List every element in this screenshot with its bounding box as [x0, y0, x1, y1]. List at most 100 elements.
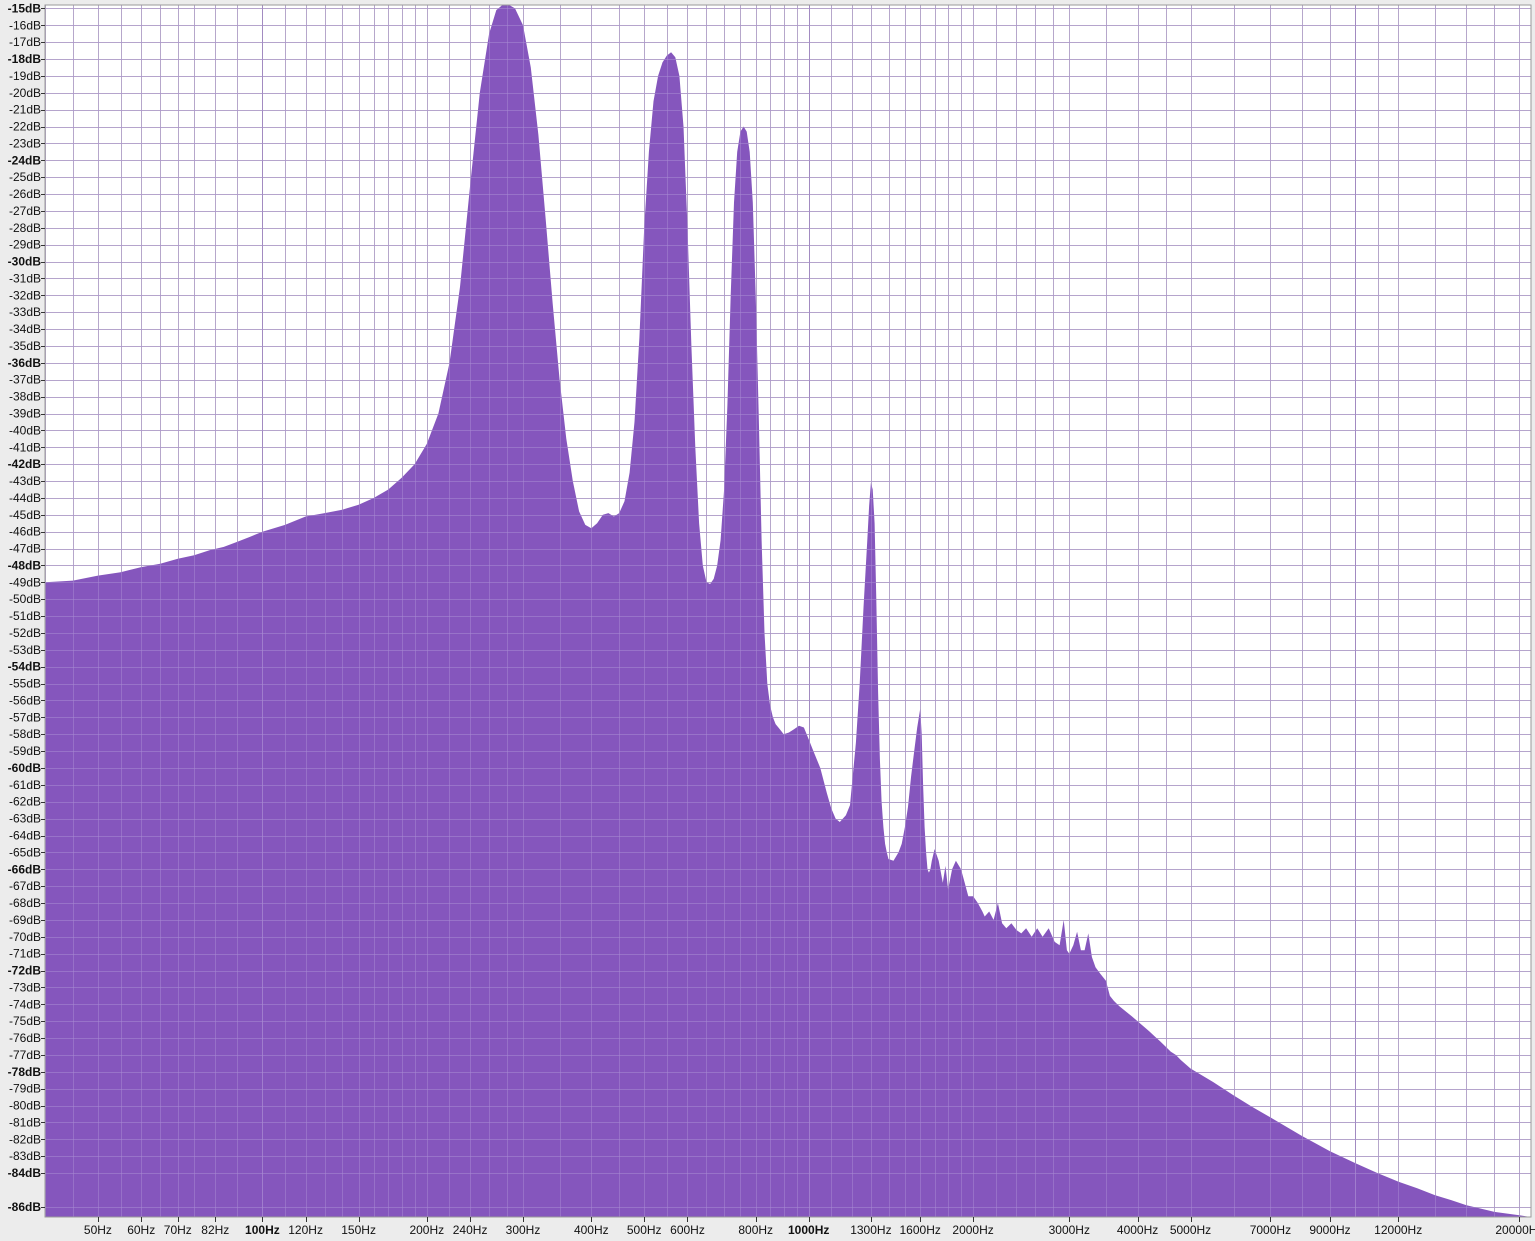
- y-tick-label: -48dB: [8, 558, 42, 572]
- y-tick-label: -80dB: [9, 1099, 41, 1113]
- y-tick-label: -54dB: [8, 660, 42, 674]
- y-tick-label: -29dB: [9, 238, 41, 252]
- y-tick-label: -55dB: [9, 677, 41, 691]
- y-tick-label: -53dB: [9, 643, 41, 657]
- x-tick-label: 500Hz: [627, 1223, 662, 1237]
- y-tick-label: -46dB: [9, 525, 41, 539]
- y-tick-label: -71dB: [9, 947, 41, 961]
- x-tick-label: 240Hz: [453, 1223, 488, 1237]
- y-tick-label: -24dB: [8, 153, 42, 167]
- y-tick-label: -50dB: [9, 592, 41, 606]
- y-axis-labels: -15dB -16dB -17dB -18dB -19dB -20dB -21dB -22dB…: [8, 1, 45, 1214]
- y-tick-label: -22dB: [9, 120, 41, 134]
- y-tick-label: -52dB: [9, 626, 41, 640]
- y-tick-label: -20dB: [9, 86, 41, 100]
- x-tick-label: 150Hz: [341, 1223, 376, 1237]
- y-tick-label: -81dB: [9, 1116, 41, 1130]
- y-tick-label: -60dB: [8, 761, 42, 775]
- x-tick-label: 5000Hz: [1170, 1223, 1211, 1237]
- y-tick-label: -63dB: [9, 812, 41, 826]
- y-tick-label: -34dB: [9, 322, 41, 336]
- y-tick-label: -41dB: [9, 440, 41, 454]
- x-tick-label: 400Hz: [574, 1223, 609, 1237]
- y-tick-label: -61dB: [9, 778, 41, 792]
- x-tick-label: 70Hz: [164, 1223, 192, 1237]
- spectrum-area: [45, 5, 1531, 1217]
- y-tick-label: -18dB: [8, 52, 42, 66]
- y-tick-label: -31dB: [9, 272, 41, 286]
- x-tick-label: 2000Hz: [952, 1223, 993, 1237]
- x-tick-label: 300Hz: [506, 1223, 541, 1237]
- y-tick-label: -27dB: [9, 204, 41, 218]
- horizontal-grid-overlay: [45, 5, 1531, 1217]
- y-tick-label: -26dB: [9, 187, 41, 201]
- y-tick-label: -44dB: [9, 491, 41, 505]
- x-tick-label: 4000Hz: [1117, 1223, 1158, 1237]
- y-tick-label: -70dB: [9, 930, 41, 944]
- x-tick-label: 7000Hz: [1250, 1223, 1291, 1237]
- y-tick-label: -73dB: [9, 980, 41, 994]
- x-tick-label: 120Hz: [288, 1223, 323, 1237]
- y-tick-label: -17dB: [9, 35, 41, 49]
- y-tick-label: -77dB: [9, 1048, 41, 1062]
- y-tick-label: -83dB: [9, 1149, 41, 1163]
- y-tick-label: -51dB: [9, 609, 41, 623]
- y-tick-label: -64dB: [9, 829, 41, 843]
- y-tick-label: -59dB: [9, 744, 41, 758]
- y-tick-label: -58dB: [9, 727, 41, 741]
- y-tick-label: -23dB: [9, 136, 41, 150]
- y-tick-label: -36dB: [8, 356, 42, 370]
- y-tick-label: -65dB: [9, 845, 41, 859]
- y-tick-label: -76dB: [9, 1031, 41, 1045]
- y-tick-label: -35dB: [9, 339, 41, 353]
- y-tick-label: -21dB: [9, 103, 41, 117]
- y-tick-label: -82dB: [9, 1132, 41, 1146]
- x-tick-label: 12000Hz: [1374, 1223, 1422, 1237]
- y-tick-label: -43dB: [9, 474, 41, 488]
- y-tick-label: -67dB: [9, 879, 41, 893]
- y-tick-label: -45dB: [9, 508, 41, 522]
- x-tick-label: 200Hz: [409, 1223, 444, 1237]
- y-tick-label: -32dB: [9, 288, 41, 302]
- x-axis-labels: 50Hz 60Hz 70Hz 82Hz 100Hz 120Hz 150Hz 200Hz 240H…: [84, 1217, 1535, 1237]
- y-tick-label: -78dB: [8, 1065, 42, 1079]
- y-tick-label: -86dB: [8, 1200, 42, 1214]
- y-tick-label: -74dB: [9, 997, 41, 1011]
- x-tick-label: 3000Hz: [1049, 1223, 1090, 1237]
- y-tick-label: -57dB: [9, 710, 41, 724]
- x-tick-label: 100Hz: [245, 1223, 280, 1237]
- x-tick-label: 1000Hz: [788, 1223, 829, 1237]
- y-tick-label: -15dB: [8, 1, 42, 15]
- y-tick-label: -38dB: [9, 390, 41, 404]
- y-tick-label: -84dB: [8, 1166, 42, 1180]
- y-tick-label: -25dB: [9, 170, 41, 184]
- y-tick-label: -33dB: [9, 305, 41, 319]
- y-tick-label: -40dB: [9, 423, 41, 437]
- y-tick-label: -75dB: [9, 1014, 41, 1028]
- y-tick-label: -49dB: [9, 575, 41, 589]
- y-tick-label: -66dB: [8, 862, 42, 876]
- y-tick-label: -37dB: [9, 373, 41, 387]
- y-tick-label: -47dB: [9, 542, 41, 556]
- x-tick-label: 1600Hz: [900, 1223, 941, 1237]
- x-tick-label: 800Hz: [738, 1223, 773, 1237]
- y-tick-label: -39dB: [9, 407, 41, 421]
- y-tick-label: -69dB: [9, 913, 41, 927]
- y-tick-label: -68dB: [9, 896, 41, 910]
- y-tick-label: -16dB: [9, 18, 41, 32]
- x-tick-label: 20000Hz: [1495, 1223, 1535, 1237]
- x-tick-label: 9000Hz: [1309, 1223, 1350, 1237]
- x-tick-label: 50Hz: [84, 1223, 112, 1237]
- plot-frame: [44, 4, 1532, 1218]
- y-tick-label: -19dB: [9, 69, 41, 83]
- x-tick-label: 60Hz: [127, 1223, 155, 1237]
- y-tick-label: -56dB: [9, 694, 41, 708]
- x-tick-label: 82Hz: [201, 1223, 229, 1237]
- y-tick-label: -62dB: [9, 795, 41, 809]
- x-tick-label: 600Hz: [670, 1223, 705, 1237]
- y-tick-label: -28dB: [9, 221, 41, 235]
- y-tick-label: -30dB: [8, 255, 42, 269]
- y-tick-label: -79dB: [9, 1082, 41, 1096]
- x-tick-label: 1300Hz: [850, 1223, 891, 1237]
